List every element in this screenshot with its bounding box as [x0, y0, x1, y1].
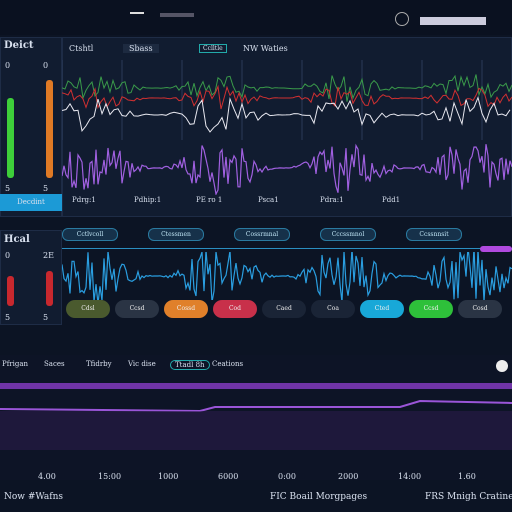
divider	[62, 248, 512, 249]
tab[interactable]: Ttadl 8h	[170, 360, 210, 370]
settings-icon[interactable]	[395, 12, 409, 26]
button[interactable]: Cod	[213, 300, 257, 318]
pill[interactable]: Ctessmen	[148, 228, 204, 241]
logo	[130, 12, 144, 14]
tab[interactable]: Saces	[44, 360, 65, 368]
tab[interactable]: Ctshtl	[69, 44, 94, 53]
meter	[7, 98, 14, 178]
button[interactable]: Cted	[360, 300, 404, 318]
button[interactable]: Decdint	[0, 194, 62, 211]
scale-label: 0	[5, 251, 11, 260]
waveform-panel: Ctshtl Sbass Cclltle NW Waties	[62, 37, 512, 217]
scale-label: 2E	[43, 251, 54, 260]
scale-label: 0	[5, 61, 11, 70]
footer-title: Now #Wafns	[4, 492, 63, 502]
meter	[7, 276, 14, 306]
channel-label: Pdrg:1	[72, 196, 96, 204]
time-label: 1000	[158, 472, 179, 481]
top-bar	[0, 0, 512, 35]
tab[interactable]: Pfrigan	[2, 360, 29, 368]
scale-label: 5	[5, 313, 11, 322]
wave	[62, 96, 511, 133]
tab[interactable]: Ceations	[212, 360, 244, 368]
pill[interactable]: Cccssmnol	[320, 228, 376, 241]
wave	[62, 143, 512, 195]
time-label: 14:00	[398, 472, 422, 481]
button[interactable]: Ccsd	[409, 300, 453, 318]
scale-label: 0	[43, 61, 49, 70]
button[interactable]: Cdsl	[66, 300, 110, 318]
title-bar	[160, 13, 194, 17]
tag: Cclltle	[199, 44, 227, 53]
time-label: 1.60	[458, 472, 476, 481]
button[interactable]: Cosd	[458, 300, 502, 318]
left-panel: Deict 0 0 5 5	[0, 37, 62, 217]
scale-label: 5	[43, 313, 49, 322]
meter	[46, 80, 53, 178]
time-label: 6000	[218, 472, 239, 481]
timeline-chart	[0, 383, 512, 450]
button[interactable]: Coa	[311, 300, 355, 318]
channel-label: Pdhip:1	[134, 196, 162, 204]
time-label: 4.00	[38, 472, 56, 481]
panel-title: Deict	[4, 40, 34, 51]
tab[interactable]: Sbass	[123, 44, 159, 53]
pill[interactable]: Ccssnnsit	[406, 228, 462, 241]
button[interactable]: Caed	[262, 300, 306, 318]
scale-label: 5	[43, 184, 49, 193]
waveforms	[62, 60, 512, 195]
scale-label: 5	[5, 184, 11, 193]
footer-title: FRS Mnigh Cratines	[425, 492, 512, 502]
button[interactable]: Ccsd	[115, 300, 159, 318]
channel-label: Pdra:1	[320, 196, 344, 204]
tag-text: NW Waties	[243, 44, 288, 53]
tab[interactable]: Tfidrby	[86, 360, 112, 368]
wave	[62, 84, 512, 110]
waveform	[62, 252, 512, 300]
search-box[interactable]	[420, 17, 486, 25]
close-button[interactable]	[496, 360, 508, 372]
indicator	[480, 246, 512, 252]
button[interactable]: Cossd	[164, 300, 208, 318]
time-label: 15:00	[98, 472, 122, 481]
panel-title: Hcal	[4, 234, 30, 245]
time-label: 2000	[338, 472, 359, 481]
time-label: 0:00	[278, 472, 296, 481]
tab[interactable]: Vic dise	[128, 360, 156, 368]
left-panel: Hcal 0 2E 5 5	[0, 230, 62, 325]
channel-label: Psca1	[258, 196, 279, 204]
pill[interactable]: Cctlvcoll	[62, 228, 118, 241]
channel-label: Pdd1	[382, 196, 401, 204]
channel-label: PE ro 1	[196, 196, 223, 204]
footer-title: FIC Boail Morgpages	[270, 492, 368, 502]
meter	[46, 271, 53, 306]
wave	[62, 74, 512, 102]
pill[interactable]: Cossrmnal	[234, 228, 290, 241]
wave	[62, 252, 512, 300]
